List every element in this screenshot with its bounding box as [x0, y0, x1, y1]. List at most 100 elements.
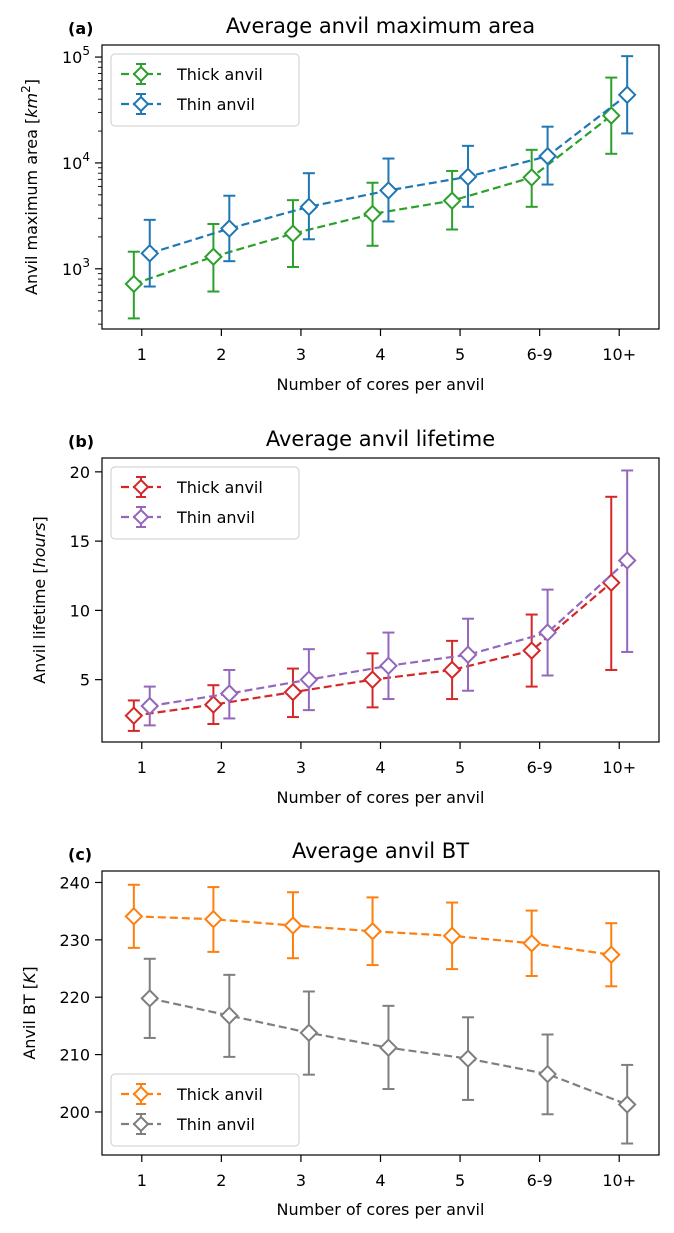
legend-marker — [132, 1115, 150, 1133]
x-tick-label: 10+ — [602, 758, 636, 777]
series-1 — [140, 55, 637, 288]
data-point — [299, 670, 319, 690]
data-point — [522, 933, 542, 953]
panel-label: (c) — [68, 845, 92, 864]
data-point — [379, 181, 398, 200]
x-tick-label: 10+ — [602, 345, 636, 364]
legend-marker — [132, 95, 150, 113]
data-point — [363, 921, 382, 941]
plot-frame — [101, 457, 660, 743]
data-point — [442, 660, 462, 680]
data-point — [283, 916, 303, 935]
legend-marker — [132, 478, 150, 496]
x-tick-label: 3 — [296, 1171, 306, 1190]
y-tick-label: 220 — [59, 988, 90, 1007]
chart-title: Average anvil BT — [292, 839, 469, 863]
data-point — [442, 926, 462, 946]
x-tick-label: 4 — [375, 1171, 385, 1190]
x-tick-label: 1 — [137, 758, 147, 777]
data-point — [617, 85, 637, 105]
legend: Thick anvil Thin anvil — [110, 53, 300, 127]
legend-label: Thick anvil — [176, 65, 263, 84]
data-point — [442, 191, 462, 211]
chart-title: Average anvil maximum area — [226, 14, 535, 38]
legend-label: Thin anvil — [176, 508, 255, 527]
x-tick-label: 5 — [455, 1171, 465, 1190]
series-1 — [140, 957, 637, 1145]
x-tick-label: 3 — [296, 758, 306, 777]
data-point — [538, 623, 558, 642]
x-tick-label: 1 — [137, 1171, 147, 1190]
panel-label: (b) — [68, 432, 94, 451]
data-point — [219, 1006, 239, 1025]
x-tick-label: 10+ — [602, 1171, 636, 1190]
plot-frame — [101, 870, 660, 1156]
x-axis-label: Number of cores per anvil — [277, 1200, 485, 1219]
legend-label: Thin anvil — [176, 95, 255, 114]
data-point — [617, 551, 637, 570]
data-point — [379, 656, 398, 676]
data-point — [458, 1049, 478, 1069]
data-point — [283, 682, 303, 702]
data-point — [124, 274, 144, 294]
legend-frame — [110, 466, 300, 540]
x-tick-label: 2 — [216, 1171, 226, 1190]
data-point — [299, 197, 319, 217]
chart-panel-1: Average anvil lifetime (b) 1 2 3 4 5 6-9 10+ Numb… — [30, 427, 660, 807]
x-tick-label: 6-9 — [527, 345, 553, 364]
x-tick-label: 4 — [375, 345, 385, 364]
data-point — [458, 167, 478, 187]
data-point — [299, 1023, 319, 1043]
x-tick-label: 6-9 — [527, 1171, 553, 1190]
x-tick-label: 1 — [137, 345, 147, 364]
data-point — [522, 167, 542, 187]
y-axis-label: Anvil lifetime [hours] — [30, 516, 49, 684]
y-tick-label: 210 — [59, 1046, 90, 1065]
x-axis-label: Number of cores per anvil — [277, 375, 485, 394]
x-tick-label: 2 — [216, 345, 226, 364]
chart-panel-2: Average anvil BT (c) 1 2 3 4 5 6-9 10+ Number of … — [20, 839, 660, 1219]
y-tick-label: 200 — [59, 1103, 90, 1122]
x-tick-label: 5 — [455, 345, 465, 364]
data-point — [379, 1038, 398, 1058]
y-tick-label: 103 — [62, 256, 90, 279]
x-tick-label: 2 — [216, 758, 226, 777]
legend-frame — [110, 1073, 300, 1147]
data-point — [363, 204, 382, 224]
data-point — [203, 909, 223, 929]
data-point — [601, 945, 621, 965]
data-point — [203, 695, 223, 715]
series-0 — [124, 883, 621, 988]
y-tick-label: 230 — [59, 931, 90, 950]
legend-label: Thick anvil — [176, 1085, 263, 1104]
series-0 — [124, 495, 621, 732]
chart-panel-0: Average anvil maximum area (a) 1 2 3 4 5 6-9 10+… — [19, 14, 660, 394]
data-point — [601, 573, 621, 593]
y-tick-label: 20 — [70, 463, 90, 482]
legend-marker — [132, 65, 150, 83]
legend-marker — [132, 1085, 150, 1103]
y-tick-label: 5 — [80, 671, 90, 690]
legend: Thick anvil Thin anvil — [110, 1073, 300, 1147]
y-tick-label: 105 — [62, 44, 90, 67]
y-axis-label: Anvil maximum area [km2] — [19, 79, 41, 295]
chart-title: Average anvil lifetime — [266, 427, 495, 451]
data-point — [522, 641, 542, 660]
data-point — [140, 988, 160, 1008]
legend-marker — [132, 508, 150, 526]
y-tick-label: 240 — [59, 873, 90, 892]
data-point — [538, 146, 558, 166]
legend: Thick anvil Thin anvil — [110, 466, 300, 540]
data-point — [140, 696, 160, 716]
y-tick-label: 10 — [70, 601, 90, 620]
y-axis-label: Anvil BT [K] — [20, 966, 39, 1059]
series-0 — [124, 76, 621, 320]
data-point — [203, 247, 223, 267]
data-point — [124, 706, 144, 726]
plot-frame — [101, 44, 660, 330]
data-point — [601, 106, 621, 126]
data-point — [363, 670, 382, 690]
data-point — [124, 906, 144, 926]
x-tick-label: 6-9 — [527, 758, 553, 777]
